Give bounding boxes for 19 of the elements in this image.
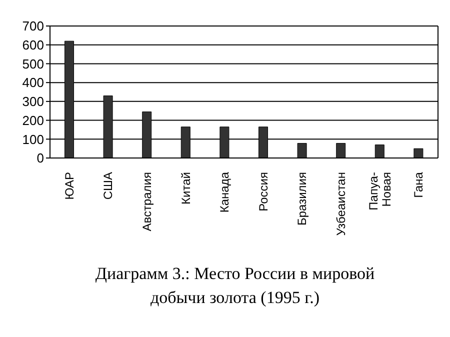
x-tick-label: Бразилия	[295, 172, 310, 226]
y-tick-label: 100	[22, 132, 44, 147]
x-tick-label: Россия	[256, 172, 270, 212]
y-tick-label: 700	[22, 18, 44, 34]
text: Диаграмм 3.: Место России в мировой добычи золота (1995 г.)	[94, 263, 376, 309]
x-tick-label: Узбеаистан	[334, 172, 348, 236]
x-tick-label: Гана	[412, 172, 426, 198]
x-tick-label: Папуа-Новая	[366, 172, 394, 210]
y-tick-label: 600	[22, 37, 44, 52]
x-tick-label: США	[101, 172, 116, 200]
x-tick-label: Китай	[178, 172, 193, 204]
x-tick-label: ЮАР	[62, 172, 76, 200]
y-tick-label: 0	[36, 150, 44, 166]
y-tick-label: 400	[22, 75, 44, 90]
y-tick-label: 200	[22, 112, 44, 128]
x-tick-label: Австралия	[140, 172, 154, 232]
y-tick-label: 300	[22, 94, 44, 110]
x-tick-label: Канада	[218, 172, 232, 213]
y-tick-label: 500	[22, 56, 44, 72]
